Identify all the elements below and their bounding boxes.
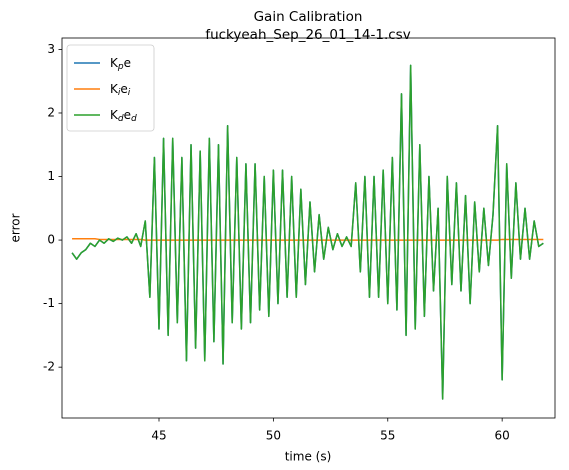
chart-subtitle: fuckyeah_Sep_26_01_14-1.csv (205, 27, 410, 43)
plot-frame (61, 37, 556, 419)
legend-label: Kpe (110, 56, 131, 72)
chart-title: Gain Calibration (254, 9, 363, 25)
x-tick-label: 45 (151, 429, 166, 443)
x-tick-label: 60 (495, 429, 510, 443)
x-tick-label: 55 (380, 429, 395, 443)
y-tick-label: -1 (43, 296, 55, 310)
x-axis-label: time (s) (285, 450, 332, 464)
y-tick-label: -2 (43, 360, 55, 374)
series-line (71, 64, 544, 400)
y-axis-label: error (9, 213, 23, 242)
legend: Kpe Kiei Kded (66, 44, 155, 132)
legend-label: Kiei (110, 82, 131, 98)
y-tick-label: 1 (47, 169, 55, 183)
legend-box (66, 44, 155, 132)
x-tick-label: 50 (266, 429, 281, 443)
y-tick-label: 0 (47, 233, 55, 247)
plot-lines (71, 64, 544, 400)
y-tick-label: 3 (47, 42, 55, 56)
legend-label: Kded (110, 108, 137, 124)
y-tick-label: 2 (47, 105, 55, 119)
